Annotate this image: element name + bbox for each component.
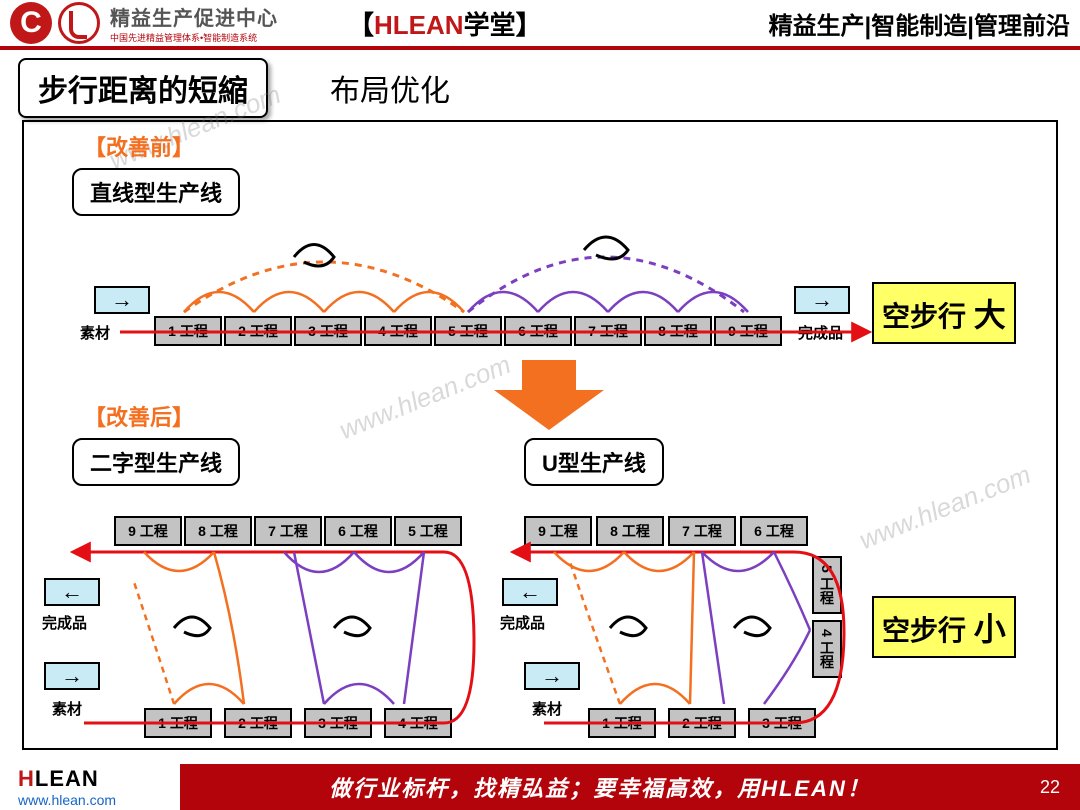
logo-l-icon [58,2,100,44]
footer: HLEAN www.hlean.com 做行业标杆，找精弘益；要幸福高效，用HL… [0,764,1080,810]
header-right: 精益生产|智能制造|管理前沿 [769,6,1070,41]
down-arrow-icon [494,360,604,430]
two-p7: 7 工程 [254,516,322,546]
material-label: 素材 [80,322,110,343]
label-after: 【改善后】 [84,400,194,432]
material-in-box: → [94,286,150,314]
two-p4: 4 工程 [384,708,452,738]
u-product-label: 完成品 [500,612,545,633]
title-two-line: 二字型生产线 [72,438,240,486]
u-p2: 2 工程 [668,708,736,738]
conclusion-big: 空步行 大 [872,282,1016,344]
hlean-school: 【HLEAN学堂】 [348,5,542,42]
two-p6: 6 工程 [324,516,392,546]
label-before: 【改善前】 [84,130,194,162]
watermark: www.hlean.com [335,349,515,446]
watermark: www.hlean.com [855,459,1035,556]
u-p5: 5 工程 [812,556,842,614]
proc-3: 3 工程 [294,316,362,346]
two-p9: 9 工程 [114,516,182,546]
title-u-line: U型生产线 [524,438,664,486]
page-title: 步行距离的短縮 [18,58,268,118]
proc-9: 9 工程 [714,316,782,346]
two-material-label: 素材 [52,698,82,719]
logo-group: C [10,2,100,44]
u-p3: 3 工程 [748,708,816,738]
two-product-box: ← [44,578,100,606]
proc-1: 1 工程 [154,316,222,346]
u-product-box: ← [502,578,558,606]
product-label: 完成品 [798,322,843,343]
two-material-box: → [44,662,100,690]
footer-logo: HLEAN [18,766,180,792]
proc-6: 6 工程 [504,316,572,346]
two-product-label: 完成品 [42,612,87,633]
page-subtitle: 布局优化 [330,66,450,110]
proc-8: 8 工程 [644,316,712,346]
brand-sub: 中国先进精益管理体系•智能制造系统 [110,31,278,44]
u-p4: 4 工程 [812,620,842,678]
two-p3: 3 工程 [304,708,372,738]
u-p7: 7 工程 [668,516,736,546]
footer-slogan: 做行业标杆，找精弘益；要幸福高效，用HLEAN！ [180,764,1020,810]
u-p1: 1 工程 [588,708,656,738]
diagram-area: www.hlean.com www.hlean.com www.hlean.co… [22,120,1058,750]
u-material-box: → [524,662,580,690]
two-p5: 5 工程 [394,516,462,546]
page-number: 22 [1020,764,1080,810]
footer-url: www.hlean.com [18,792,180,808]
proc-4: 4 工程 [364,316,432,346]
u-p8: 8 工程 [596,516,664,546]
u-p9: 9 工程 [524,516,592,546]
conclusion-small: 空步行 小 [872,596,1016,658]
two-p8: 8 工程 [184,516,252,546]
logo-c-icon: C [10,2,52,44]
u-material-label: 素材 [532,698,562,719]
brand-text: 精益生产促进中心 中国先进精益管理体系•智能制造系统 [110,2,278,44]
proc-5: 5 工程 [434,316,502,346]
product-out-box: → [794,286,850,314]
title-straight-line: 直线型生产线 [72,168,240,216]
two-p1: 1 工程 [144,708,212,738]
proc-2: 2 工程 [224,316,292,346]
header: C 精益生产促进中心 中国先进精益管理体系•智能制造系统 【HLEAN学堂】 精… [0,0,1080,50]
brand-main: 精益生产促进中心 [110,2,278,31]
footer-left: HLEAN www.hlean.com [0,764,180,810]
two-p2: 2 工程 [224,708,292,738]
proc-7: 7 工程 [574,316,642,346]
u-p6: 6 工程 [740,516,808,546]
